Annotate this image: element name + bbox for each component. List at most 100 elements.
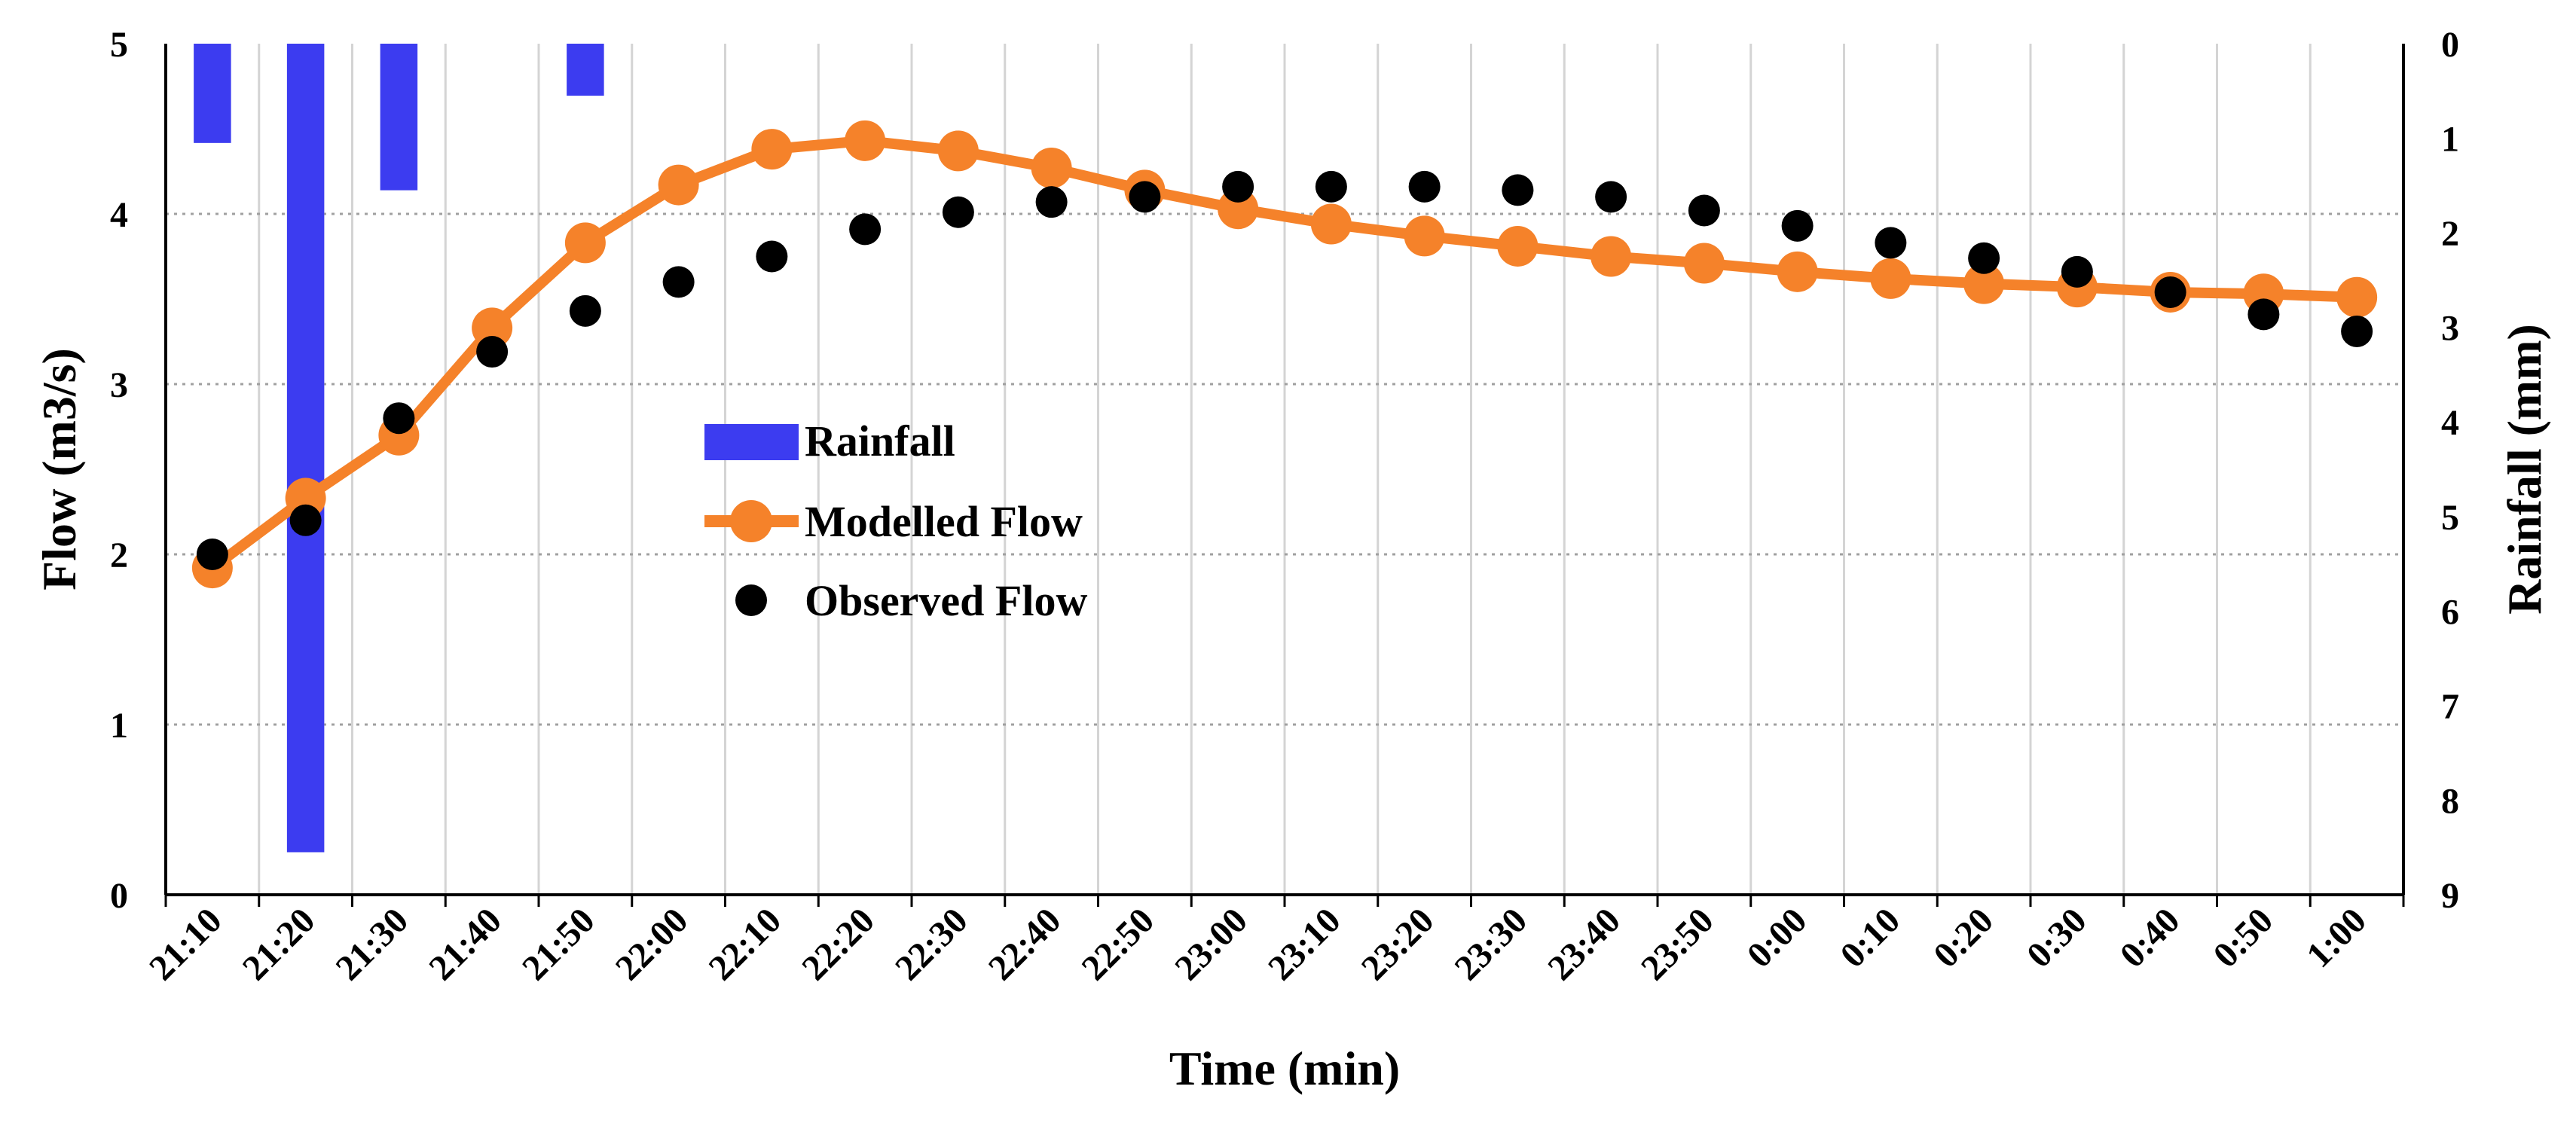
legend-rainfall-swatch [704,424,799,460]
x-tick-label: 23:50 [1633,900,1722,988]
modelled-flow-point [937,130,979,172]
modelled-flow-series [191,120,2378,589]
modelled-flow-point [1310,203,1352,245]
y-tick-label-right: 2 [2441,214,2459,254]
y-tick-label-right: 1 [2441,120,2459,160]
modelled-flow-point [1497,225,1539,267]
observed-flow-point [1315,170,1347,203]
observed-flow-point [476,336,509,368]
legend-modelled-label: Modelled Flow [805,497,1083,546]
modelled-flow-point [1404,215,1445,257]
rainfall-bar [194,44,231,143]
observed-flow-point [2248,298,2280,331]
x-tick-label: 21:40 [421,900,509,988]
observed-flow-point [1035,186,1068,218]
rainfall-bars [194,44,604,853]
legend: Rainfall Modelled Flow Observed Flow [704,417,1087,625]
rainfall-bar [286,44,325,853]
observed-flow-point [1502,174,1534,206]
modelled-flow-point [1031,147,1072,188]
observed-flow-point [1875,227,1907,259]
observed-flow-point [289,504,322,536]
observed-flow-point [1595,181,1627,213]
modelled-flow-point [1870,258,1911,299]
x-tick-label: 23:40 [1540,900,1628,988]
legend-modelled-marker [730,500,772,542]
y-tick-label-left: 3 [110,365,128,405]
x-tick-label: 22:30 [888,900,976,988]
rainfall-bar [567,44,604,96]
y-tick-label-left: 1 [110,706,128,746]
x-axis-title: Time (min) [1169,1042,1400,1095]
observed-flow-point [2341,315,2373,347]
legend-observed-label: Observed Flow [805,576,1087,625]
x-tick-label: 21:30 [328,900,416,988]
y-tick-label-right: 9 [2441,876,2459,916]
y-tick-label-left: 2 [110,536,128,575]
x-tick-label: 0:30 [2019,900,2095,975]
x-tick-label: 22:10 [701,900,789,988]
y-tick-label-right: 8 [2441,781,2459,821]
observed-flow-point [1408,170,1441,203]
x-tick-label: 22:40 [981,900,1069,988]
x-tick-label: 0:40 [2113,900,2188,975]
y-tick-label-left: 5 [110,25,128,65]
x-tick-label: 1:00 [2299,900,2374,975]
modelled-flow-point [1683,243,1725,284]
axes [164,44,2405,907]
observed-flow-point [1781,209,1814,242]
observed-flow-point [2061,255,2093,288]
y-tick-label-left: 4 [110,195,128,235]
x-tick-label: 0:20 [1926,900,2001,975]
y-tick-label-right: 3 [2441,309,2459,349]
observed-flow-point [383,402,415,435]
modelled-flow-point [2336,276,2378,318]
modelled-flow-point [564,222,606,264]
modelled-flow-point [1591,236,1632,277]
y-tick-label-left: 0 [110,876,128,916]
x-tick-label: 23:10 [1260,900,1349,988]
observed-flow-point [662,266,695,298]
x-tick-label: 23:20 [1354,900,1442,988]
observed-flow-point [756,240,788,273]
x-tick-label: 0:10 [1832,900,1908,975]
observed-flow-point [196,539,228,570]
observed-flow-point [1222,170,1254,203]
x-tick-label: 23:00 [1167,900,1255,988]
y-axis-title-left: Flow (m3/s) [32,348,86,590]
legend-observed-marker [735,584,767,616]
y-tick-label-right: 7 [2441,687,2459,727]
observed-flow-point [2154,276,2186,308]
y-axis-title-right: Rainfall (mm) [2498,324,2551,615]
observed-flow-point [849,213,882,246]
observed-flow-point [569,294,601,327]
x-tick-label: 21:20 [235,900,323,988]
y-tick-label-right: 6 [2441,592,2459,632]
x-tick-label: 21:10 [142,900,230,988]
x-tick-label: 22:00 [608,900,696,988]
y-tick-label-right: 5 [2441,498,2459,538]
x-tick-label: 22:50 [1074,900,1162,988]
observed-flow-point [1129,181,1161,213]
observed-flow-point [1688,194,1720,227]
y-tick-label-right: 4 [2441,403,2459,443]
modelled-flow-point [1777,251,1818,292]
modelled-flow-point [751,129,793,170]
x-tick-label: 22:20 [794,900,882,988]
observed-flow-point [942,196,974,228]
y-tick-label-right: 0 [2441,25,2459,65]
rainfall-bar [380,44,418,191]
modelled-flow-point [1963,263,2005,304]
x-tick-label: 21:50 [515,900,603,988]
legend-rainfall-label: Rainfall [805,417,955,465]
modelled-flow-point [845,120,886,161]
observed-flow-series [196,170,2373,570]
grid [166,44,2403,895]
modelled-flow-point [658,164,699,206]
x-tick-label: 23:30 [1447,900,1535,988]
x-tick-label: 0:50 [2205,900,2281,975]
x-tick-label: 0:00 [1740,900,1815,975]
observed-flow-point [1968,242,2000,274]
modelled-flow-point [472,307,513,349]
